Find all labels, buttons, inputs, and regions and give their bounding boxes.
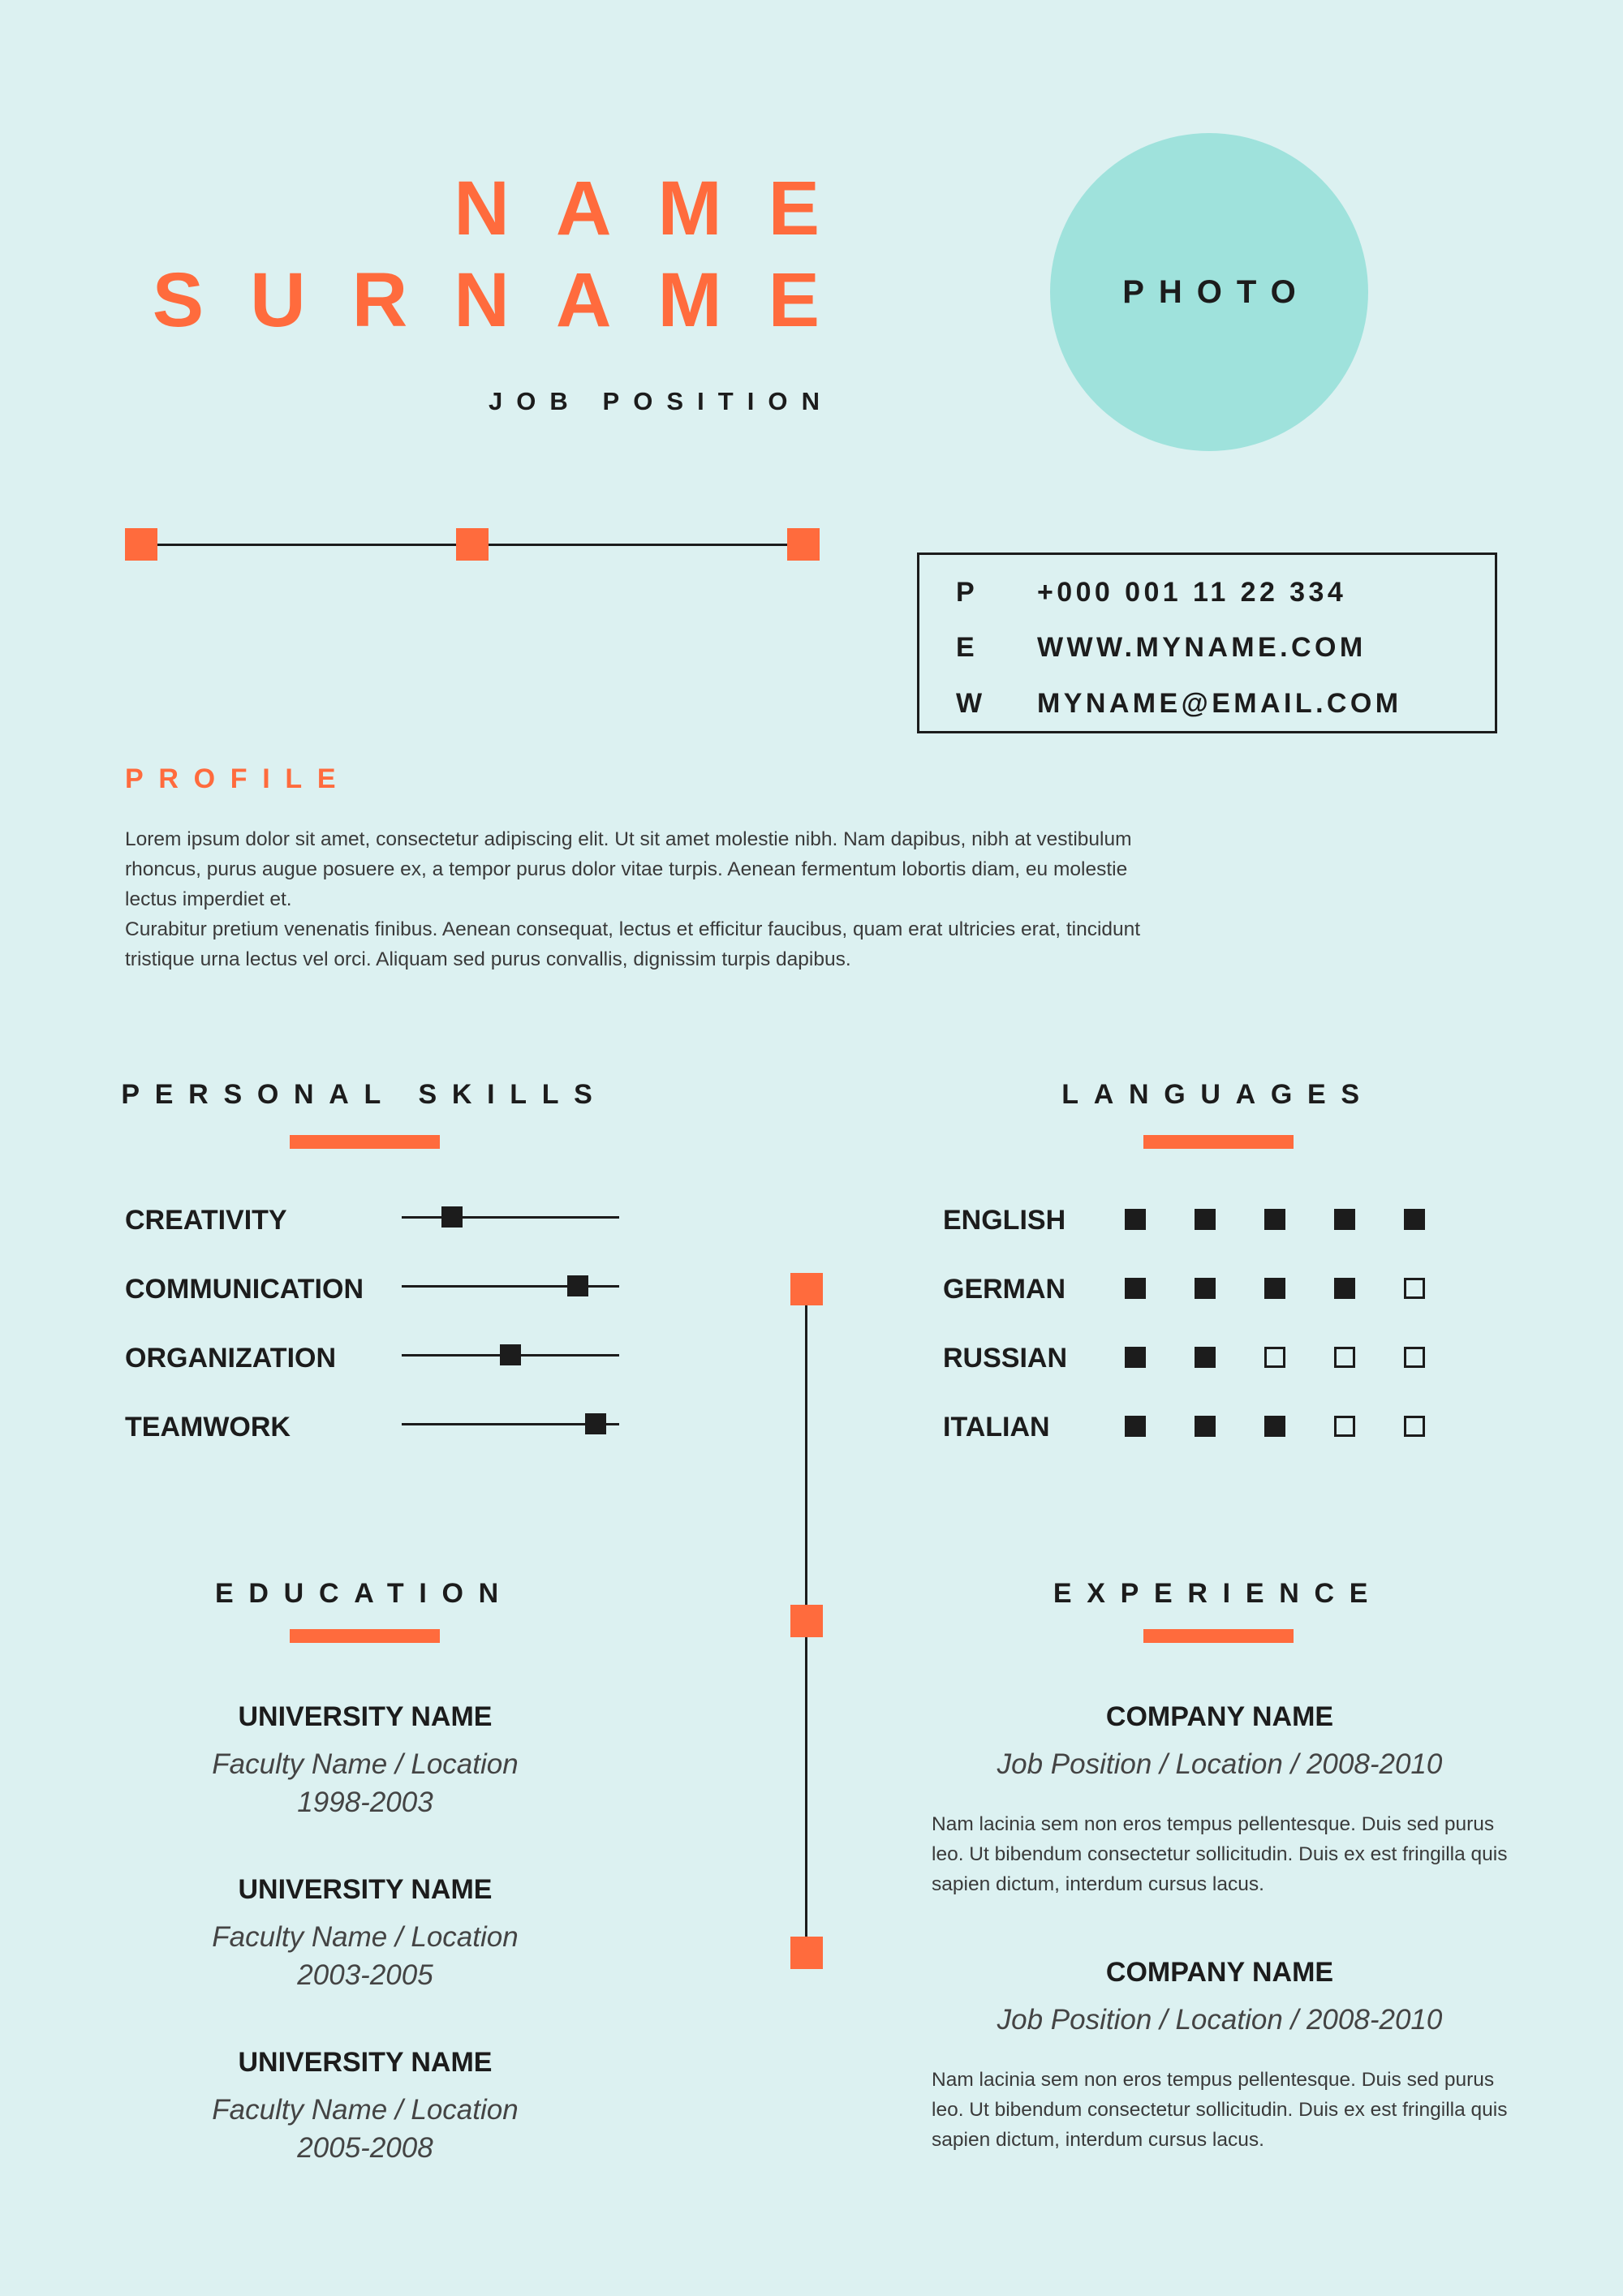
language-level-filled	[1125, 1347, 1146, 1368]
experience-item: COMPANY NAME Job Position / Location / 2…	[932, 1703, 1508, 1899]
photo-placeholder: PHOTO	[1050, 133, 1368, 451]
education-item: UNIVERSITY NAME Faculty Name / Location …	[162, 1876, 568, 1994]
language-level-filled	[1195, 1416, 1216, 1437]
language-level-filled	[1125, 1209, 1146, 1230]
language-level-filled	[1195, 1209, 1216, 1230]
experience-description: Nam lacinia sem non eros tempus pellente…	[932, 2069, 1508, 2151]
skill-slider-track	[402, 1344, 619, 1365]
first-name: NAME	[454, 166, 866, 252]
contact-row-phone: P +000 001 11 22 334	[956, 576, 1346, 608]
center-timeline-square	[790, 1937, 823, 1969]
language-level-filled	[1195, 1347, 1216, 1368]
contact-row-website: E WWW.MYNAME.COM	[956, 631, 1367, 664]
education-years: 2005-2008	[297, 2132, 433, 2164]
center-timeline-square	[790, 1273, 823, 1305]
contact-letter: P	[956, 576, 975, 608]
last-name: SURNAME	[152, 257, 866, 343]
education-heading-underline	[290, 1629, 440, 1643]
experience-company: COMPANY NAME	[1105, 1957, 1334, 1988]
education-university: UNIVERSITY NAME	[238, 1701, 493, 1732]
header-divider-square	[125, 528, 157, 561]
education-faculty: Faculty Name / Location	[212, 2094, 519, 2126]
language-level-empty	[1334, 1347, 1355, 1368]
contact-letter: E	[956, 631, 975, 663]
language-level-filled	[1334, 1209, 1355, 1230]
language-level-empty	[1404, 1416, 1425, 1437]
skill-slider-marker	[500, 1344, 521, 1365]
education-university: UNIVERSITY NAME	[238, 1874, 493, 1905]
education-faculty: Faculty Name / Location	[212, 1748, 519, 1780]
skills-heading: PERSONAL SKILLS	[121, 1079, 608, 1110]
language-label: GERMAN	[943, 1274, 1066, 1305]
education-heading: EDUCATION	[215, 1578, 514, 1609]
skill-slider-track	[402, 1413, 619, 1434]
language-level-empty	[1264, 1347, 1285, 1368]
photo-label: PHOTO	[1122, 273, 1311, 310]
skill-label: COMMUNICATION	[125, 1274, 364, 1305]
education-item: UNIVERSITY NAME Faculty Name / Location …	[162, 1703, 568, 1821]
contact-phone: +000 001 11 22 334	[1037, 576, 1347, 608]
experience-position: Job Position / Location / 2008-2010	[997, 1748, 1443, 1780]
experience-company: COMPANY NAME	[1105, 1701, 1334, 1732]
language-level-filled	[1264, 1209, 1285, 1230]
contact-box: P +000 001 11 22 334 E WWW.MYNAME.COM W …	[917, 553, 1497, 733]
language-label: RUSSIAN	[943, 1343, 1068, 1374]
contact-letter: W	[956, 687, 983, 719]
education-item: UNIVERSITY NAME Faculty Name / Location …	[162, 2049, 568, 2167]
language-label: ITALIAN	[943, 1412, 1050, 1443]
profile-paragraph: Lorem ipsum dolor sit amet, consectetur …	[125, 828, 1132, 910]
skill-slider-marker	[584, 1413, 606, 1434]
profile-paragraph: Curabitur pretium venenatis finibus. Aen…	[125, 918, 1141, 970]
language-level-empty	[1404, 1347, 1425, 1368]
language-level-filled	[1264, 1278, 1285, 1299]
experience-description: Nam lacinia sem non eros tempus pellente…	[932, 1813, 1508, 1895]
language-level-filled	[1404, 1209, 1425, 1230]
language-label: ENGLISH	[943, 1205, 1066, 1236]
skill-slider-marker	[441, 1206, 463, 1228]
header-divider-square	[456, 528, 489, 561]
language-level-filled	[1334, 1278, 1355, 1299]
skill-label: CREATIVITY	[125, 1205, 287, 1236]
language-level-empty	[1334, 1416, 1355, 1437]
skill-label: ORGANIZATION	[125, 1343, 337, 1374]
language-level-filled	[1125, 1278, 1146, 1299]
experience-position: Job Position / Location / 2008-2010	[997, 2004, 1443, 2036]
profile-text: Lorem ipsum dolor sit amet, consectetur …	[125, 824, 1147, 974]
education-years: 2003-2005	[297, 1959, 433, 1991]
skill-slider-track	[402, 1275, 619, 1296]
education-faculty: Faculty Name / Location	[212, 1921, 519, 1953]
contact-website: WWW.MYNAME.COM	[1037, 631, 1367, 663]
contact-row-email: W MYNAME@EMAIL.COM	[956, 687, 1402, 720]
languages-heading-underline	[1143, 1135, 1294, 1149]
languages-heading: LANGUAGES	[1061, 1079, 1375, 1110]
job-position: JOB POSITION	[488, 387, 834, 415]
profile-heading: PROFILE	[125, 763, 351, 794]
skills-heading-underline	[290, 1135, 440, 1149]
education-university: UNIVERSITY NAME	[238, 2047, 493, 2078]
header-divider-square	[787, 528, 820, 561]
experience-heading-underline	[1143, 1629, 1294, 1643]
skill-slider-marker	[567, 1275, 589, 1296]
education-years: 1998-2003	[297, 1786, 433, 1818]
contact-email: MYNAME@EMAIL.COM	[1037, 687, 1402, 719]
language-level-empty	[1404, 1278, 1425, 1299]
center-timeline-square	[790, 1605, 823, 1637]
experience-item: COMPANY NAME Job Position / Location / 2…	[932, 1958, 1508, 2155]
experience-heading: EXPERIENCE	[1053, 1578, 1384, 1609]
language-level-filled	[1264, 1416, 1285, 1437]
skill-label: TEAMWORK	[125, 1412, 291, 1443]
language-level-filled	[1195, 1278, 1216, 1299]
language-level-filled	[1125, 1416, 1146, 1437]
skill-slider-track	[402, 1206, 619, 1228]
